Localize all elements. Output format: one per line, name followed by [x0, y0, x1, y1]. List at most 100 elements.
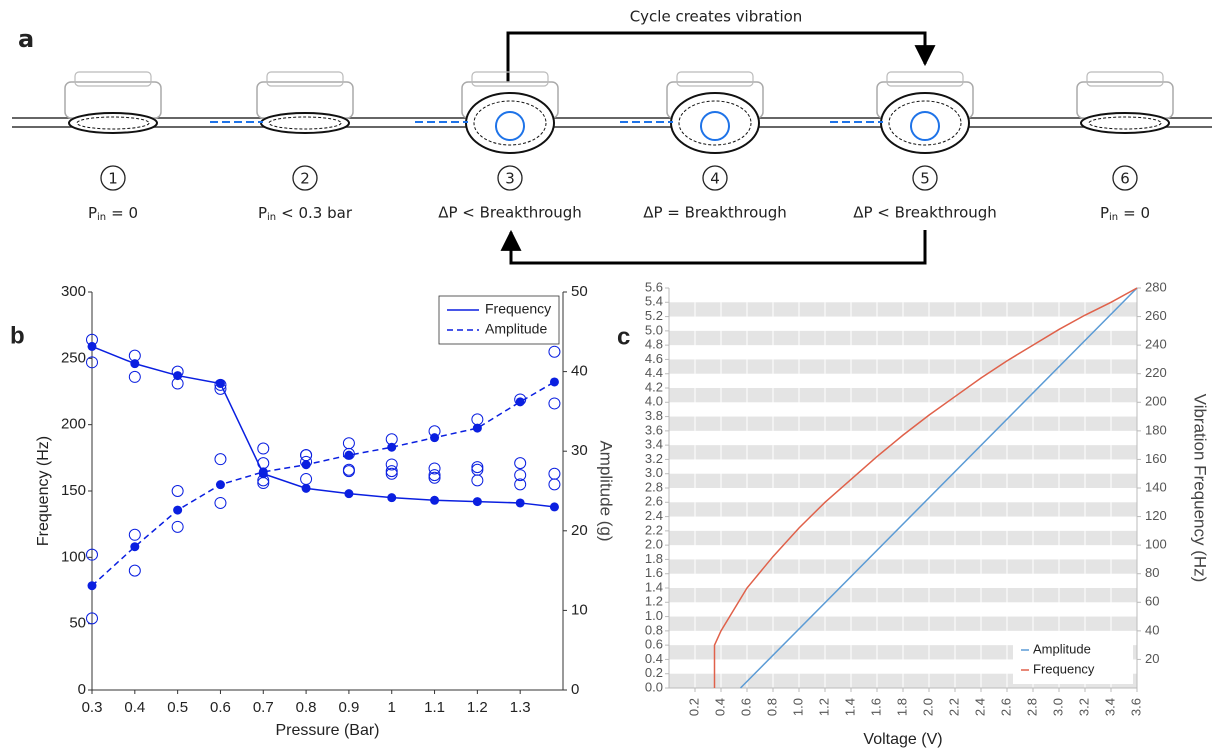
- vortex: [700, 111, 730, 141]
- x-tick-label: 1.0: [790, 698, 805, 716]
- y-tick-label: 5.4: [645, 294, 663, 309]
- x-tick-label: 0.3: [82, 699, 103, 716]
- mean-point: [173, 371, 183, 381]
- y2-tick-label: 40: [1145, 622, 1159, 637]
- y-tick-label: 200: [61, 416, 86, 433]
- caption-subscript: in: [267, 212, 276, 223]
- step-circle: [497, 165, 523, 191]
- x-tick-label: 1.8: [894, 698, 909, 716]
- y2-tick-label: 240: [1145, 337, 1167, 352]
- x-tick-label: 1.3: [510, 699, 531, 716]
- mean-point: [87, 341, 97, 351]
- replicate-point: [342, 437, 355, 450]
- x-tick-label: 2.8: [1024, 698, 1039, 716]
- cycle-arrow: [506, 31, 936, 88]
- replicate-point: [514, 478, 527, 491]
- caption-symbol: P: [1100, 204, 1109, 222]
- y2-tick-label: 60: [1145, 594, 1159, 609]
- y-tick-label: 5.2: [645, 308, 663, 323]
- replicate-point: [471, 413, 484, 426]
- x-tick-label: 1: [388, 699, 396, 716]
- y2-tick-label: 80: [1145, 565, 1159, 580]
- vortex: [495, 111, 525, 141]
- caption-rest: < 0.3 bar: [281, 204, 353, 222]
- membrane: [268, 116, 342, 130]
- x-tick-label: 0.4: [712, 698, 727, 716]
- cycle-arrow: [500, 229, 927, 265]
- cavity: [260, 112, 350, 134]
- mean-point: [130, 359, 140, 369]
- replicate-point: [548, 345, 561, 358]
- replicate-point: [514, 469, 527, 482]
- step-circle: [100, 165, 126, 191]
- y2-tick-label: 200: [1145, 394, 1167, 409]
- mean-point: [215, 379, 225, 389]
- y2-tick-label: 20: [571, 522, 588, 539]
- y-tick-label: 3.6: [645, 422, 663, 437]
- y2-tick-label: 220: [1145, 365, 1167, 380]
- replicate-point: [428, 471, 441, 484]
- mean-point: [344, 489, 354, 499]
- x-tick-label: 1.2: [816, 698, 831, 716]
- housing-top: [1086, 71, 1164, 87]
- y2-tick-label: 260: [1145, 308, 1167, 323]
- series-line: [739, 287, 1138, 689]
- mean-point: [87, 581, 97, 591]
- x-tick-label: 0.8: [764, 698, 779, 716]
- replicate-point: [514, 457, 527, 470]
- mean-point: [344, 450, 354, 460]
- step-circle: [1112, 165, 1138, 191]
- cavity: [880, 92, 970, 154]
- legend-label: Amplitude: [485, 321, 547, 337]
- replicate-point: [548, 478, 561, 491]
- chart: 0.00.20.40.60.81.01.21.41.61.82.02.22.42…: [617, 279, 1210, 748]
- legend-label: Amplitude: [1033, 641, 1091, 656]
- mean-point: [301, 483, 311, 493]
- vortex: [910, 111, 940, 141]
- y2-tick-label: 0: [571, 681, 579, 698]
- panel-label: a: [18, 25, 34, 53]
- step-caption: Pin < 0.3 bar: [258, 204, 353, 224]
- y2-tick-label: 100: [1145, 537, 1167, 552]
- y2-tick-label: 30: [571, 442, 588, 459]
- x-tick-label: 0.6: [738, 698, 753, 716]
- y-tick-label: 3.0: [645, 465, 663, 480]
- y-tick-label: 1.6: [645, 565, 663, 580]
- caption-rest: = 0: [1123, 204, 1150, 222]
- cavity: [465, 92, 555, 154]
- y2-axis-label: Vibration Frequency (Hz): [1191, 394, 1210, 583]
- housing-top: [266, 71, 344, 87]
- x-tick-label: 0.8: [296, 699, 317, 716]
- y-tick-label: 1.8: [645, 551, 663, 566]
- caption-subscript: in: [1109, 212, 1118, 223]
- replicate-point: [128, 528, 141, 541]
- y-tick-label: 5.6: [645, 279, 663, 294]
- y-tick-label: 3.8: [645, 408, 663, 423]
- step-caption: Pin = 0: [1100, 204, 1150, 224]
- mean-point: [430, 433, 440, 443]
- caption-subscript: in: [97, 212, 106, 223]
- y-tick-label: 4.4: [645, 365, 663, 380]
- x-tick-label: 1.4: [842, 698, 857, 716]
- cycle-label: Cycle creates vibration: [630, 8, 803, 26]
- x-tick-label: 2.6: [998, 698, 1013, 716]
- y2-tick-label: 50: [571, 283, 588, 300]
- y-tick-label: 0.6: [645, 637, 663, 652]
- mean-point: [515, 498, 525, 508]
- replicate-point: [300, 473, 313, 486]
- replicate-point: [471, 461, 484, 474]
- y-tick-label: 1.4: [645, 579, 663, 594]
- y-tick-label: 2.6: [645, 494, 663, 509]
- y-tick-label: 300: [61, 283, 86, 300]
- y-tick-label: 50: [69, 615, 86, 632]
- step-number: 3: [505, 170, 515, 188]
- legend-box: [438, 295, 560, 345]
- membrane: [888, 100, 962, 146]
- replicate-point: [128, 564, 141, 577]
- y-tick-label: 0.2: [645, 665, 663, 680]
- x-tick-label: 0.6: [210, 699, 231, 716]
- step-number: 5: [920, 170, 930, 188]
- panel-label: c: [617, 323, 630, 350]
